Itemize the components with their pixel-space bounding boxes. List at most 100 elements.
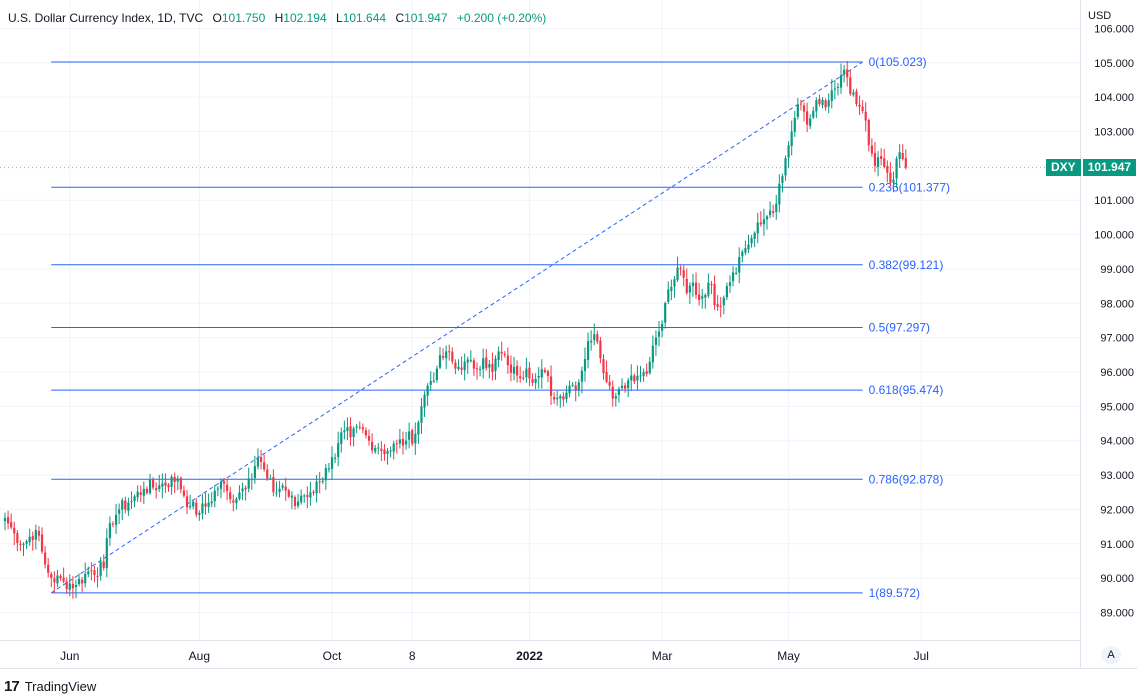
open-label: O xyxy=(212,11,222,25)
candle-body xyxy=(355,426,358,428)
candle-body xyxy=(389,450,392,452)
candle-body xyxy=(488,364,491,368)
candle-body xyxy=(395,443,398,445)
change-value: +0.200 (+0.20%) xyxy=(456,11,547,25)
candle-body xyxy=(337,443,340,458)
candle-body xyxy=(809,118,812,126)
candle-body xyxy=(392,443,395,452)
candle-body xyxy=(676,267,679,280)
candle-body xyxy=(528,367,531,379)
candle-body xyxy=(300,495,303,503)
candle-body xyxy=(731,272,735,282)
candle-body xyxy=(408,431,411,440)
candle-body xyxy=(253,466,256,479)
candle-body xyxy=(318,481,321,483)
price-tick-label: 99.000 xyxy=(1100,264,1134,276)
candle-body xyxy=(136,491,139,498)
candle-body xyxy=(466,359,469,363)
candle-body xyxy=(784,158,787,176)
candle-body xyxy=(201,503,204,514)
price-tick-label: 105.000 xyxy=(1094,58,1134,70)
candle-body xyxy=(876,157,880,167)
candle-body xyxy=(549,376,553,396)
fib-level-label: 0(105.023) xyxy=(869,55,927,69)
candle-body xyxy=(296,501,300,506)
fib-level-label: 0.236(101.377) xyxy=(869,180,950,194)
candle-body xyxy=(762,219,766,225)
candle-body xyxy=(352,428,355,438)
candle-body xyxy=(553,396,556,400)
candle-body xyxy=(586,341,590,361)
candle-body xyxy=(802,105,806,112)
candle-body xyxy=(747,244,750,250)
candle-body xyxy=(886,166,889,173)
candle-body xyxy=(657,331,661,337)
candle-body xyxy=(710,284,713,286)
candle-body xyxy=(426,385,429,396)
candle-body xyxy=(864,111,867,121)
candle-body xyxy=(540,369,543,378)
candle-body xyxy=(189,506,192,508)
price-tick-label: 95.000 xyxy=(1100,401,1134,413)
candle-body xyxy=(830,90,833,101)
candle-body xyxy=(457,366,460,370)
candle-body xyxy=(222,481,226,484)
price-tick-label: 104.000 xyxy=(1094,92,1134,104)
candle-body xyxy=(904,158,907,168)
candle-body xyxy=(74,585,78,588)
price-tick-label: 90.000 xyxy=(1100,573,1134,585)
candle-body xyxy=(151,479,155,488)
candle-body xyxy=(593,334,596,341)
price-tick-label: 98.000 xyxy=(1100,298,1134,310)
candle-body xyxy=(735,272,738,274)
candle-body xyxy=(497,351,500,360)
candle-body xyxy=(148,479,152,494)
candle-body xyxy=(846,69,849,78)
candle-body xyxy=(559,396,562,399)
time-tick-label: May xyxy=(777,649,800,663)
auto-scale-button[interactable]: A xyxy=(1101,646,1121,664)
candle-body xyxy=(861,106,864,111)
candle-body xyxy=(630,375,633,381)
candle-body xyxy=(182,490,186,496)
candle-body xyxy=(53,578,56,583)
candle-body xyxy=(867,120,870,146)
candle-body xyxy=(661,323,664,331)
candle-body xyxy=(620,385,624,389)
candle-body xyxy=(565,392,568,400)
tradingview-logo[interactable]: 17 TradingView xyxy=(4,678,96,695)
candle-body xyxy=(623,385,627,389)
candle-body xyxy=(47,564,50,573)
open-value: 101.750 xyxy=(221,11,266,25)
chart-header: U.S. Dollar Currency Index, 1D, TVC O101… xyxy=(8,10,546,26)
candle-body xyxy=(124,500,127,510)
candle-body xyxy=(438,355,442,368)
candle-body xyxy=(728,282,732,286)
candle-body xyxy=(281,485,284,488)
candle-body xyxy=(435,368,438,381)
candle-body xyxy=(158,485,161,489)
candle-body xyxy=(16,533,19,543)
candle-body xyxy=(463,361,466,371)
candle-body xyxy=(509,364,513,373)
candle-body xyxy=(605,371,608,382)
tradingview-name: TradingView xyxy=(24,679,97,694)
candle-body xyxy=(441,356,445,358)
candle-body xyxy=(691,282,695,287)
price-tick-label: 93.000 xyxy=(1100,470,1134,482)
candle-body xyxy=(849,77,852,94)
candle-body xyxy=(312,491,315,493)
candle-body xyxy=(451,351,454,362)
candle-body xyxy=(6,517,10,524)
candle-body xyxy=(216,488,219,490)
candle-body xyxy=(562,396,565,400)
candle-body xyxy=(694,282,698,295)
candle-body xyxy=(179,477,182,490)
candle-body xyxy=(81,579,84,584)
candle-body xyxy=(380,448,383,451)
candle-body xyxy=(870,145,873,154)
candle-body xyxy=(398,439,401,444)
candle-body xyxy=(219,481,223,489)
candle-body xyxy=(895,158,898,179)
